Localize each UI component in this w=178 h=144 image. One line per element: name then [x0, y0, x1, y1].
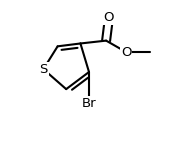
Text: Br: Br [82, 97, 96, 110]
Text: O: O [104, 11, 114, 24]
Text: S: S [39, 63, 48, 76]
Text: O: O [121, 46, 131, 58]
